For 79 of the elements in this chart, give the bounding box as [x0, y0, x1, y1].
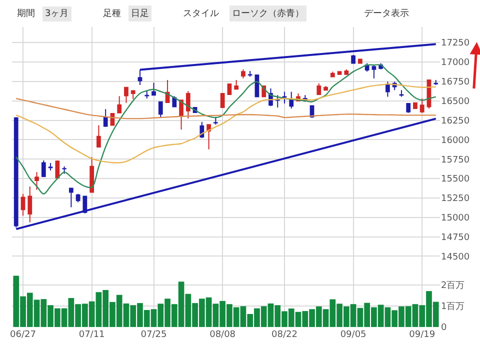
- candlestick: [413, 102, 418, 110]
- candlestick: [227, 84, 232, 95]
- x-tick-label: 07/11: [78, 330, 105, 340]
- y-tick-label: 1百万: [441, 302, 465, 312]
- candlestick: [434, 79, 438, 86]
- candlestick: [165, 79, 170, 103]
- candlestick: [399, 90, 404, 98]
- candlestick: [337, 71, 342, 75]
- candlestick: [124, 86, 128, 104]
- candlestick: [179, 100, 184, 130]
- candlestick: [420, 98, 424, 114]
- candlestick: [248, 70, 252, 78]
- y-tick-label: 15500: [441, 174, 470, 185]
- candlestick: [241, 68, 246, 79]
- text: 3ヶ月: [45, 9, 69, 19]
- text: 日足: [131, 8, 149, 19]
- x-tick-label: 09/05: [340, 330, 366, 340]
- x-tick-label: 08/08: [210, 330, 236, 340]
- y-tick-label: 16500: [441, 96, 470, 107]
- y-tick-label: 2百万: [441, 281, 465, 292]
- x-tick-label: 09/19: [409, 330, 436, 340]
- candlestick: [130, 90, 136, 100]
- candlestick: [41, 160, 46, 178]
- candlestick: [96, 124, 101, 148]
- candlestick: [103, 108, 108, 128]
- y-tick-label: 16250: [441, 116, 470, 126]
- y-tick-label: 14750: [441, 232, 470, 243]
- line-series: [16, 98, 436, 120]
- candlestick: [48, 162, 53, 171]
- candlestick: [330, 71, 335, 78]
- x-tick-label: 06/27: [10, 330, 36, 340]
- candlestick: [76, 193, 80, 203]
- y-tick-label: 16750: [441, 78, 470, 88]
- candlestick: [172, 96, 177, 108]
- candlestick: [186, 90, 190, 120]
- candlestick: [206, 124, 211, 150]
- candlestick: [55, 160, 60, 180]
- y-tick-label: 14500: [441, 252, 470, 262]
- candlestick: [358, 58, 362, 64]
- candlestick: [144, 90, 150, 99]
- candlestick: [62, 166, 66, 174]
- candlestick: [117, 96, 122, 114]
- y-tick-label: 15000: [441, 214, 470, 224]
- candlestick: [220, 92, 225, 108]
- candlestick: [234, 79, 239, 90]
- candlestick: [152, 82, 156, 96]
- candlestick: [406, 102, 411, 114]
- candlestick: [344, 68, 349, 75]
- text: データ表示: [364, 8, 409, 19]
- candlestick: [34, 172, 39, 190]
- text: 期間: [17, 8, 35, 19]
- text: スタイル: [183, 9, 219, 19]
- candlestick: [158, 101, 163, 118]
- candlestick: [213, 116, 218, 126]
- candlestick: [275, 94, 280, 108]
- y-tick-label: 17250: [441, 38, 470, 49]
- y-tick-label: 16000: [441, 136, 470, 146]
- candlestick: [90, 156, 94, 193]
- candlestick: [324, 86, 328, 91]
- y-tick-label: 17000: [441, 58, 470, 68]
- y-tick-label: 15250: [441, 194, 470, 204]
- candlestick: [20, 193, 26, 216]
- candlestick: [68, 188, 74, 208]
- text: ローソク（赤青）: [232, 8, 304, 19]
- text: 足種: [103, 8, 121, 19]
- line-series: [16, 64, 436, 195]
- candlestick: [372, 64, 376, 79]
- y-tick-label: 15750: [441, 155, 470, 166]
- candlestick: [316, 82, 322, 95]
- x-tick-label: 08/22: [272, 330, 298, 340]
- x-tick-label: 07/25: [140, 330, 167, 340]
- candlestick: [28, 186, 32, 223]
- candlestick: [386, 81, 390, 98]
- candlestick: [282, 91, 287, 104]
- y-tick-label: 0: [441, 323, 447, 334]
- candlestick: [289, 91, 294, 110]
- candlestick: [351, 54, 356, 64]
- candlestick: [200, 121, 204, 138]
- line-series: [16, 83, 436, 164]
